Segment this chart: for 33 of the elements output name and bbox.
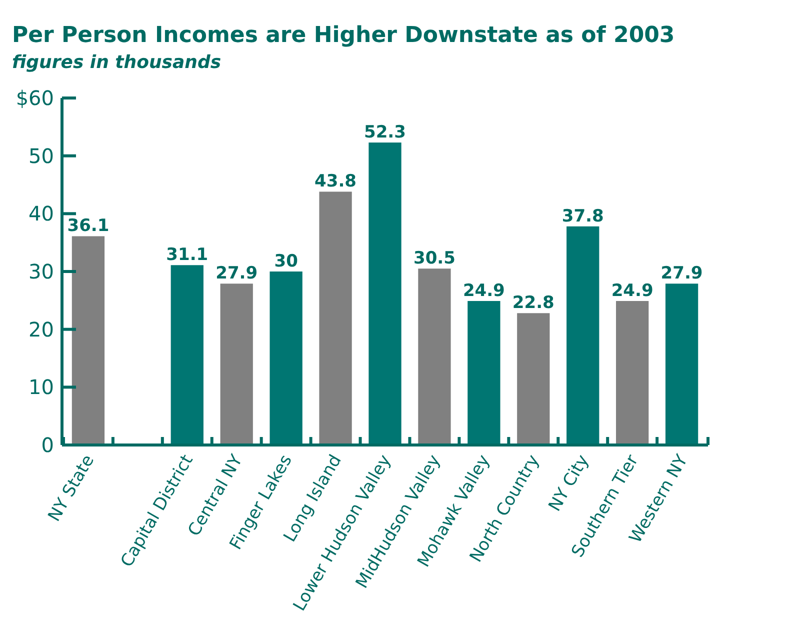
y-tick-label: $60 (16, 86, 54, 110)
y-tick-label: 50 (28, 144, 54, 168)
data-label: 27.9 (660, 264, 703, 284)
data-label: 30 (274, 252, 298, 272)
bar (170, 265, 204, 445)
data-label: 43.8 (314, 172, 357, 192)
bar (517, 313, 550, 445)
data-label: 31.1 (166, 245, 208, 266)
bar (319, 192, 352, 445)
data-label: 52.3 (364, 122, 406, 143)
data-label: 24.9 (611, 280, 654, 301)
chart-subtitle: figures in thousands (12, 52, 222, 73)
bar (566, 226, 600, 445)
bar (72, 236, 105, 445)
bar (616, 300, 649, 445)
bar (368, 142, 402, 445)
data-label: 30.5 (413, 248, 456, 269)
chart-title: Per Person Incomes are Higher Downstate as of 2003 (12, 23, 675, 48)
bar (270, 272, 302, 445)
data-label: 27.9 (216, 264, 258, 284)
bar (418, 268, 451, 445)
y-tick-label: 20 (28, 317, 54, 342)
y-tick-label: 0 (41, 433, 54, 457)
y-tick-label: 10 (28, 375, 54, 400)
data-label: 24.9 (462, 280, 505, 301)
y-tick-label: 40 (28, 202, 54, 226)
bar (220, 284, 253, 445)
bar (468, 300, 500, 445)
y-tick-label: 30 (28, 260, 54, 284)
data-label: 37.8 (562, 206, 604, 226)
data-label: 22.8 (512, 293, 554, 314)
bar (665, 284, 698, 445)
data-label: 36.1 (67, 216, 110, 236)
